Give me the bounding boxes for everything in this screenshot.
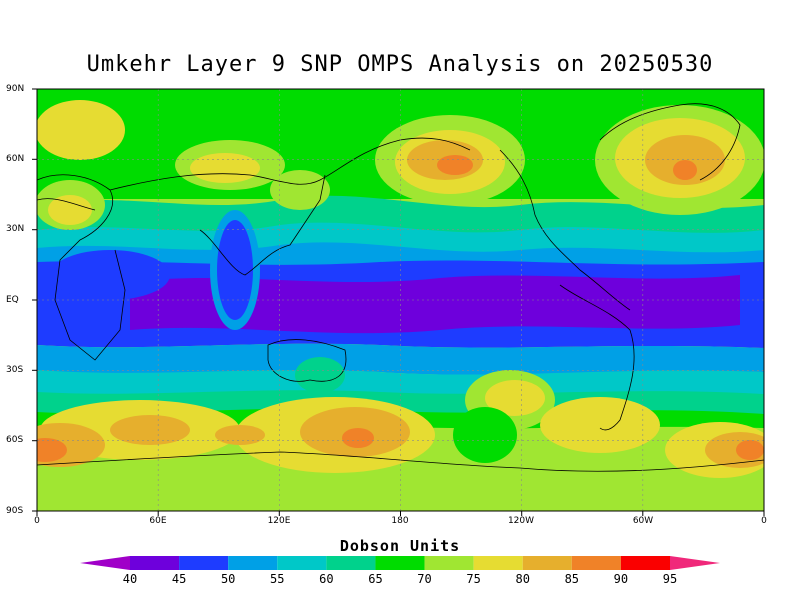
colorbar-label: 70	[417, 572, 432, 586]
axis-ticks	[32, 88, 765, 516]
colorbar-label: 80	[515, 572, 530, 586]
colorbar-label: 50	[220, 572, 236, 586]
colorbar-swatch	[473, 556, 523, 570]
colorbar-label: 65	[368, 572, 383, 586]
colorbar-label: 55	[270, 572, 285, 586]
colorbar-title: Dobson Units	[339, 537, 461, 555]
colorbar-low-arrow	[80, 556, 130, 570]
lon-label-180: 180	[391, 516, 409, 526]
colorbar-swatch	[130, 556, 180, 570]
colorbar-label: 75	[466, 572, 481, 586]
colorbar	[80, 556, 720, 570]
coastlines	[37, 103, 764, 472]
colorbar-label: 45	[171, 572, 187, 586]
colorbar-swatch	[424, 556, 474, 570]
lat-label-60s: 60S	[6, 435, 24, 445]
lat-label-90n: 90N	[6, 84, 25, 94]
lon-label-0-east: 0	[761, 516, 767, 526]
lat-label-60n: 60N	[6, 154, 25, 164]
lat-label-30s: 30S	[6, 365, 24, 375]
grid-lines	[37, 89, 764, 511]
colorbar-label: 85	[564, 572, 580, 586]
colorbar-swatch	[277, 556, 327, 570]
lat-label-eq: EQ	[6, 295, 19, 305]
colorbar-swatch	[620, 556, 670, 570]
colorbar-label: 40	[122, 572, 138, 586]
colorbar-swatch	[179, 556, 229, 570]
colorbar-swatch	[326, 556, 376, 570]
lat-label-90s: 90S	[6, 506, 24, 516]
lat-label-30n: 30N	[6, 224, 25, 234]
lon-label-60e: 60E	[149, 516, 167, 526]
map-title: Umkehr Layer 9 SNP OMPS Analysis on 2025…	[86, 52, 714, 77]
colorbar-swatch	[228, 556, 278, 570]
colorbar-swatch	[522, 556, 572, 570]
lon-label-60w: 60W	[632, 516, 654, 526]
colorbar-label: 95	[662, 572, 678, 586]
colorbar-label: 90	[613, 572, 629, 586]
lon-label-0: 0	[34, 516, 40, 526]
colorbar-swatch	[571, 556, 621, 570]
colorbar-label: 60	[319, 572, 334, 586]
lon-label-120e: 120E	[267, 516, 291, 526]
lon-label-120w: 120W	[507, 516, 535, 526]
colorbar-swatch	[375, 556, 425, 570]
colorbar-high-arrow	[670, 556, 720, 570]
